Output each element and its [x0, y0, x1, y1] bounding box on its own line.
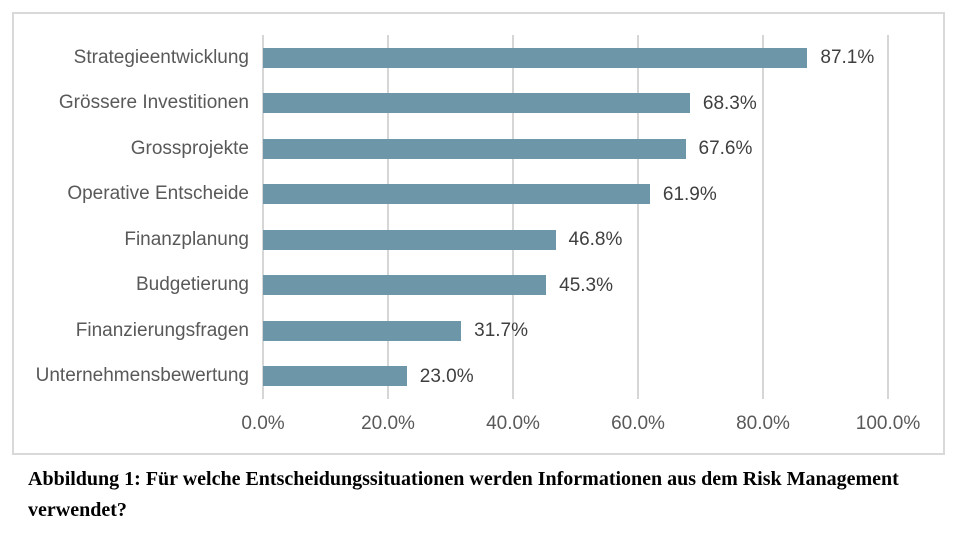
bar-row: 61.9% — [263, 172, 888, 218]
bar-rows: 87.1% 68.3% 67.6% 61.9% 46.8% 45.3% 31.7% 23.0% — [263, 35, 888, 399]
category-label: Strategieentwicklung — [73, 46, 249, 68]
category-label: Finanzierungsfragen — [75, 319, 249, 341]
value-label: 31.7% — [474, 320, 528, 342]
bar — [263, 229, 556, 250]
value-label: 67.6% — [698, 138, 753, 160]
figure-caption: Abbildung 1: Für welche Entscheidungssit… — [28, 468, 899, 521]
bar — [263, 366, 407, 387]
category-label: Grössere Investitionen — [58, 92, 249, 114]
bar — [263, 138, 686, 159]
bar-row: 46.8% — [263, 217, 888, 263]
bar — [263, 47, 808, 68]
bar-row: 45.3% — [263, 263, 888, 309]
gridline — [512, 35, 514, 399]
category-label: Budgetierung — [135, 274, 249, 296]
category-label: Grossprojekte — [130, 137, 249, 159]
category-label: Operative Entscheide — [67, 183, 249, 205]
bar — [263, 93, 690, 114]
x-tick-label: 40.0% — [486, 413, 540, 434]
value-label: 68.3% — [702, 92, 757, 114]
category-labels: Strategieentwicklung Grössere Investition… — [14, 35, 249, 399]
bar — [263, 184, 650, 205]
value-label: 23.0% — [419, 365, 474, 387]
category-label: Unternehmensbewertung — [35, 365, 249, 387]
value-label: 61.9% — [662, 183, 717, 205]
x-tick-label: 20.0% — [361, 413, 415, 434]
gridline — [887, 35, 889, 399]
value-label: 45.3% — [559, 274, 613, 296]
category-label: Finanzplanung — [124, 228, 249, 250]
gridline — [387, 35, 389, 399]
x-axis: 0.0% 20.0% 40.0% 60.0% 80.0% 100.0% — [241, 409, 920, 441]
bar-row: 68.3% — [263, 81, 888, 127]
x-tick-label: 100.0% — [855, 413, 921, 434]
gridline — [262, 35, 264, 399]
gridline — [637, 35, 639, 399]
value-label: 87.1% — [820, 47, 875, 69]
value-label: 46.8% — [568, 229, 623, 251]
chart-inner: Strategieentwicklung Grössere Investition… — [14, 14, 943, 453]
bar-row: 31.7% — [263, 308, 888, 354]
bar-row: 67.6% — [263, 126, 888, 172]
gridline — [762, 35, 764, 399]
x-tick-label: 80.0% — [736, 413, 790, 434]
bar — [263, 320, 462, 341]
bar — [263, 275, 547, 296]
bar-row: 23.0% — [263, 354, 888, 400]
x-tick-label: 0.0% — [241, 413, 285, 434]
bar-row: 87.1% — [263, 35, 888, 81]
bar-chart-figure: Strategieentwicklung Grössere Investition… — [12, 12, 945, 455]
plot-area: 87.1% 68.3% 67.6% 61.9% 46.8% 45.3% 31.7% 23.0% — [262, 35, 889, 399]
x-tick-label: 60.0% — [611, 413, 665, 434]
